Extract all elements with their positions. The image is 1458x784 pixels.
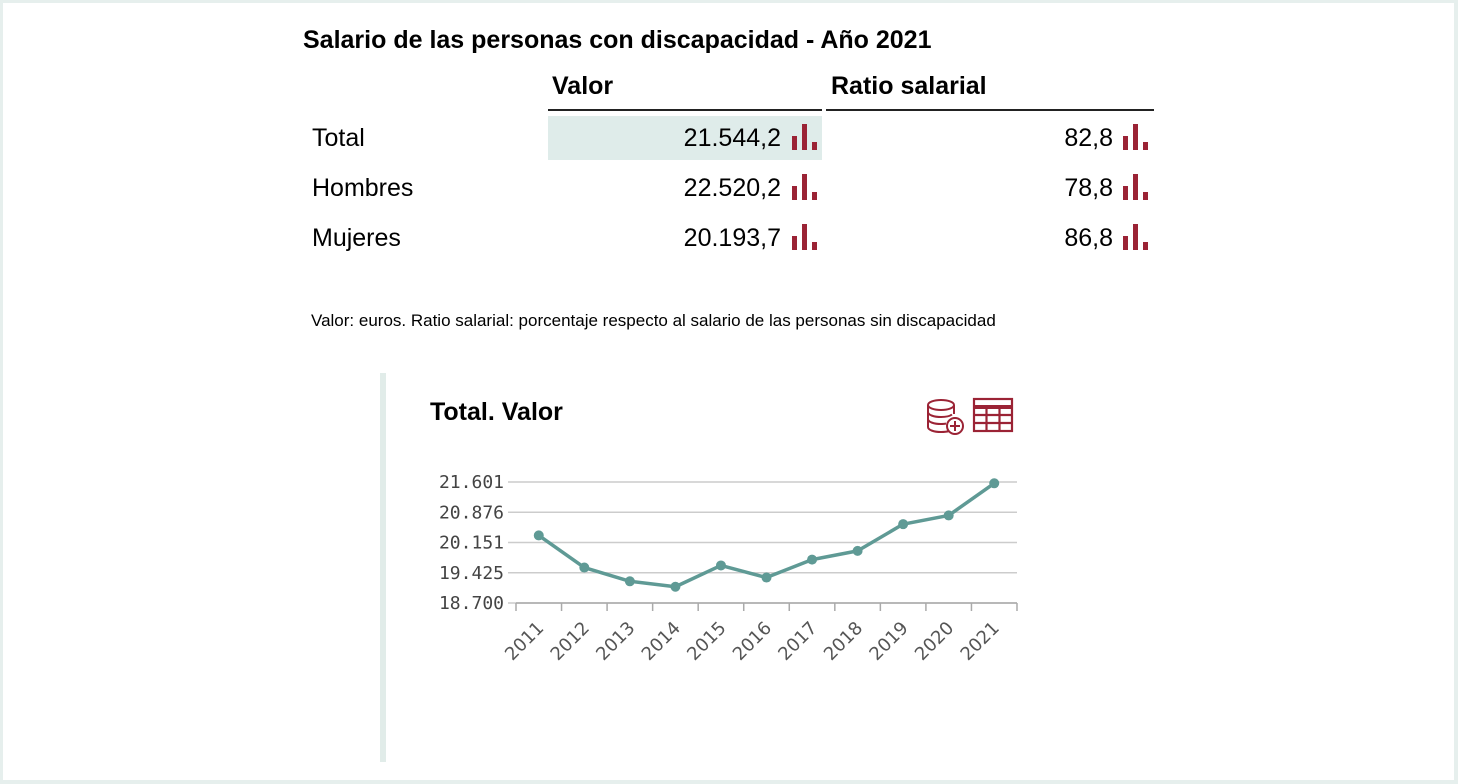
row-label-mujeres: Mujeres (312, 224, 401, 252)
bar-chart-icon[interactable] (791, 174, 823, 200)
data-point (579, 562, 590, 573)
cell-valor-total[interactable]: 21.544,2 (683, 124, 781, 152)
database-add-icon[interactable] (923, 397, 967, 437)
data-point (533, 530, 544, 541)
y-tick-label: 20.151 (439, 533, 504, 554)
data-point (761, 572, 772, 583)
cell-ratio-mujeres[interactable]: 86,8 (1064, 224, 1113, 252)
y-tick-label: 18.700 (439, 593, 504, 614)
x-tick-label: 2020 (911, 618, 958, 665)
bar-chart-icon[interactable] (791, 124, 823, 150)
x-tick-label: 2012 (547, 618, 594, 665)
x-tick-label: 2021 (957, 618, 1004, 665)
row-label-hombres: Hombres (312, 174, 414, 202)
x-tick-label: 2019 (865, 618, 912, 665)
data-point (807, 554, 818, 565)
line-chart: 18.70019.42520.15120.87621.6012011201220… (439, 472, 1018, 665)
data-point (898, 519, 909, 530)
x-tick-label: 2017 (774, 618, 821, 665)
bar-chart-icon[interactable] (1122, 124, 1154, 150)
chart-title: Total. Valor (430, 398, 563, 426)
bar-chart-icon[interactable] (791, 224, 823, 250)
x-tick-label: 2013 (592, 618, 639, 665)
x-tick-label: 2016 (729, 618, 776, 665)
column-header-ratio: Ratio salarial (831, 72, 987, 100)
cell-ratio-total[interactable]: 82,8 (1064, 124, 1113, 152)
cell-valor-mujeres[interactable]: 20.193,7 (683, 224, 781, 252)
data-point (670, 581, 681, 592)
x-tick-label: 2014 (638, 618, 685, 665)
column-divider-valor (548, 109, 822, 111)
bar-chart-icon[interactable] (1122, 174, 1154, 200)
series-line (537, 481, 996, 589)
row-label-total: Total (312, 124, 365, 152)
chart-panel: Total. Valor 18.700 (380, 373, 1040, 762)
x-tick-label: 2018 (820, 618, 867, 665)
data-point (943, 510, 954, 521)
x-tick-label: 2015 (683, 618, 730, 665)
data-point (624, 576, 635, 587)
y-tick-label: 19.425 (439, 563, 504, 584)
cell-valor-hombres[interactable]: 22.520,2 (683, 174, 781, 202)
selected-cell-highlight (548, 116, 822, 160)
data-point (989, 478, 1000, 489)
cell-ratio-hombres[interactable]: 78,8 (1064, 174, 1113, 202)
data-point (715, 560, 726, 571)
table-icon[interactable] (972, 397, 1014, 435)
y-tick-label: 21.601 (439, 472, 504, 493)
units-note: Valor: euros. Ratio salarial: porcentaje… (311, 311, 996, 330)
x-tick-label: 2011 (501, 618, 548, 665)
data-point (852, 545, 863, 556)
chart-panel-accent (380, 373, 386, 762)
column-divider-ratio (826, 109, 1154, 111)
column-header-valor: Valor (552, 72, 614, 100)
bar-chart-icon[interactable] (1122, 224, 1154, 250)
y-tick-label: 20.876 (439, 502, 504, 523)
page-title: Salario de las personas con discapacidad… (303, 26, 932, 54)
